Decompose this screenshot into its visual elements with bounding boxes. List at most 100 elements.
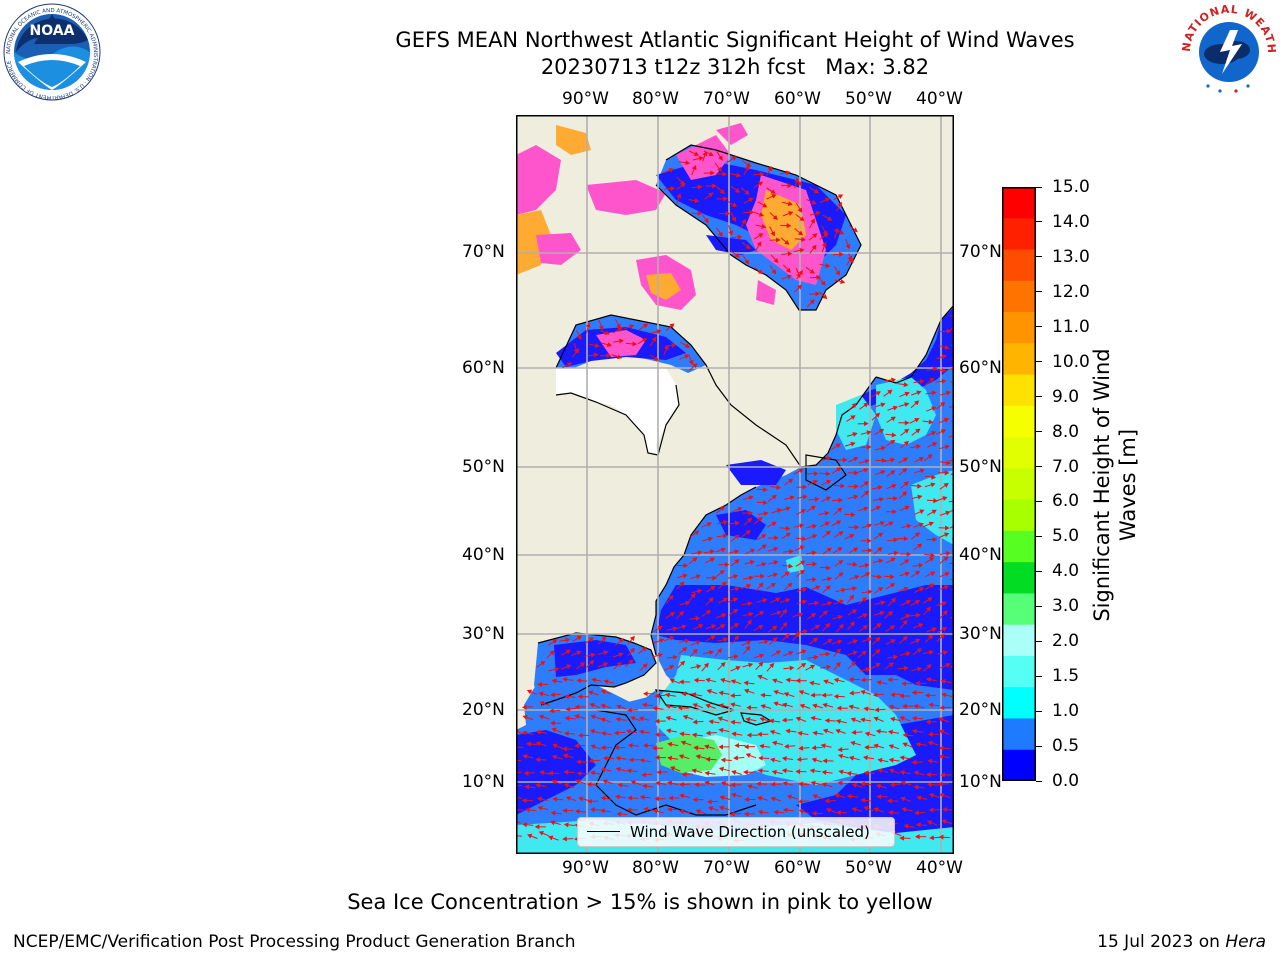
wind-wave-arrow-head <box>680 740 686 746</box>
wind-wave-arrow-head <box>574 743 579 749</box>
colorbar-swatch <box>1002 593 1036 626</box>
wind-wave-arrow-head <box>639 794 645 800</box>
wind-wave-arrow-head <box>893 537 899 543</box>
wind-wave-arrow-head <box>911 759 917 765</box>
wind-wave-arrow-head <box>717 716 723 722</box>
wind-wave-arrow-head <box>875 649 881 654</box>
wind-wave-arrow-head <box>552 743 558 749</box>
wind-wave-arrow-head <box>836 810 841 816</box>
wind-wave-arrow-head <box>838 623 844 629</box>
wind-wave-arrow-head <box>863 402 869 408</box>
wind-wave-arrow-head <box>854 483 859 490</box>
wind-wave-arrow-head <box>667 806 672 812</box>
wind-wave-arrow-head <box>848 704 854 710</box>
wind-wave-arrow-head <box>794 632 800 638</box>
wind-wave-arrow-head <box>784 633 790 639</box>
wind-wave-arrow-head <box>641 646 648 652</box>
lon-label-top: 80°W <box>632 89 679 109</box>
wind-wave-arrow-head <box>746 583 752 589</box>
wind-wave-arrow-head <box>629 324 635 330</box>
wind-wave-arrow-head <box>535 782 541 788</box>
wind-wave-arrow-head <box>692 363 698 369</box>
wind-wave-arrow-head <box>917 666 923 672</box>
wind-wave-arrow-head <box>906 523 912 529</box>
wind-wave-arrow-head <box>776 610 782 616</box>
wind-wave-arrow-head <box>761 223 767 229</box>
wind-wave-arrow-head <box>758 582 764 588</box>
wind-wave-arrow-head <box>919 509 925 515</box>
wind-wave-arrow-head <box>852 432 858 437</box>
wind-wave-arrow-head <box>730 702 736 708</box>
wind-wave-arrow-head <box>761 562 767 567</box>
wind-wave-arrow-head <box>538 831 544 836</box>
wind-wave-arrow-head <box>823 232 829 238</box>
wind-wave-arrow-head <box>809 664 816 670</box>
wind-wave-arrow-head <box>864 563 870 568</box>
wind-wave-arrow-head <box>915 834 920 840</box>
wind-wave-arrow-head <box>576 770 582 776</box>
wind-wave-arrow-head <box>591 677 597 683</box>
wind-wave-arrow-head <box>785 677 791 683</box>
wind-wave-arrow-head <box>888 662 894 668</box>
colorbar-tick <box>1036 326 1042 328</box>
wind-wave-arrow-head <box>708 151 714 157</box>
wind-wave-arrow-head <box>911 690 917 696</box>
wind-wave-arrow-head <box>743 680 749 686</box>
wind-wave-arrow-head <box>797 798 803 804</box>
wind-wave-arrow-head <box>903 382 909 388</box>
wind-wave-arrow-head <box>801 536 807 542</box>
wind-wave-arrow-head <box>720 677 726 683</box>
wind-wave-arrow-head <box>708 806 714 811</box>
wind-wave-arrow-head <box>873 807 879 813</box>
wind-wave-arrow-head <box>600 689 606 695</box>
wind-wave-arrow-head <box>840 279 846 285</box>
wind-wave-arrow-head <box>902 457 909 463</box>
wind-wave-arrow-head <box>902 703 907 709</box>
wind-wave-arrow-head <box>852 650 858 656</box>
wind-wave-arrow-head <box>730 679 736 685</box>
colorbar-tick-label: 1.0 <box>1052 701 1080 722</box>
wind-wave-arrow-head <box>748 575 754 581</box>
wind-wave-arrow-head <box>809 680 815 686</box>
wind-wave-arrow-head <box>874 707 880 713</box>
wind-wave-arrow-head <box>812 576 817 583</box>
colorbar-tick-label: 15.0 <box>1052 177 1090 197</box>
wind-wave-arrow-head <box>773 809 779 815</box>
wind-wave-arrow-head <box>811 199 817 205</box>
wind-wave-arrow-head <box>770 582 776 588</box>
wind-wave-arrow-head <box>877 574 883 580</box>
wind-wave-arrow-head <box>548 770 554 776</box>
wind-wave-arrow-head <box>671 342 677 349</box>
wind-wave-arrow-head <box>770 189 776 194</box>
wind-wave-arrow-head <box>841 587 847 593</box>
wind-wave-arrow-head <box>616 662 622 667</box>
wind-wave-arrow-head <box>774 535 779 541</box>
wind-wave-arrow-head <box>877 532 884 538</box>
colorbar-tick <box>1036 535 1042 537</box>
wind-wave-arrow-head <box>577 732 583 738</box>
wind-wave-arrow-head <box>745 717 751 723</box>
wind-wave-arrow-head <box>632 341 638 347</box>
wind-wave-arrow-head <box>814 624 821 630</box>
wind-wave-arrow-head <box>930 571 936 577</box>
wind-wave-arrow-head <box>748 197 754 203</box>
wind-wave-arrow-head <box>722 533 728 539</box>
wind-wave-arrow-head <box>931 406 937 412</box>
colorbar-tick-label: 12.0 <box>1052 281 1090 302</box>
wind-wave-arrow-head <box>722 597 729 603</box>
wind-wave-arrow-head <box>797 181 803 187</box>
lon-label-top: 60°W <box>774 89 821 109</box>
wind-wave-arrow-head <box>562 753 568 759</box>
wind-wave-arrow-head <box>672 654 678 660</box>
wind-wave-arrow-head <box>888 757 894 763</box>
wind-wave-arrow-head <box>733 608 739 614</box>
wind-wave-arrow-head <box>812 703 818 709</box>
wind-wave-arrow-head <box>888 810 893 816</box>
wind-wave-arrow-head <box>602 755 608 761</box>
wind-wave-arrow-head <box>890 692 896 698</box>
wind-wave-arrow-head <box>899 716 905 721</box>
wind-wave-arrow-head <box>809 268 815 274</box>
wind-wave-arrow-head <box>628 757 634 763</box>
wind-wave-arrow-head <box>721 613 727 618</box>
wind-wave-arrow-head <box>749 559 756 565</box>
